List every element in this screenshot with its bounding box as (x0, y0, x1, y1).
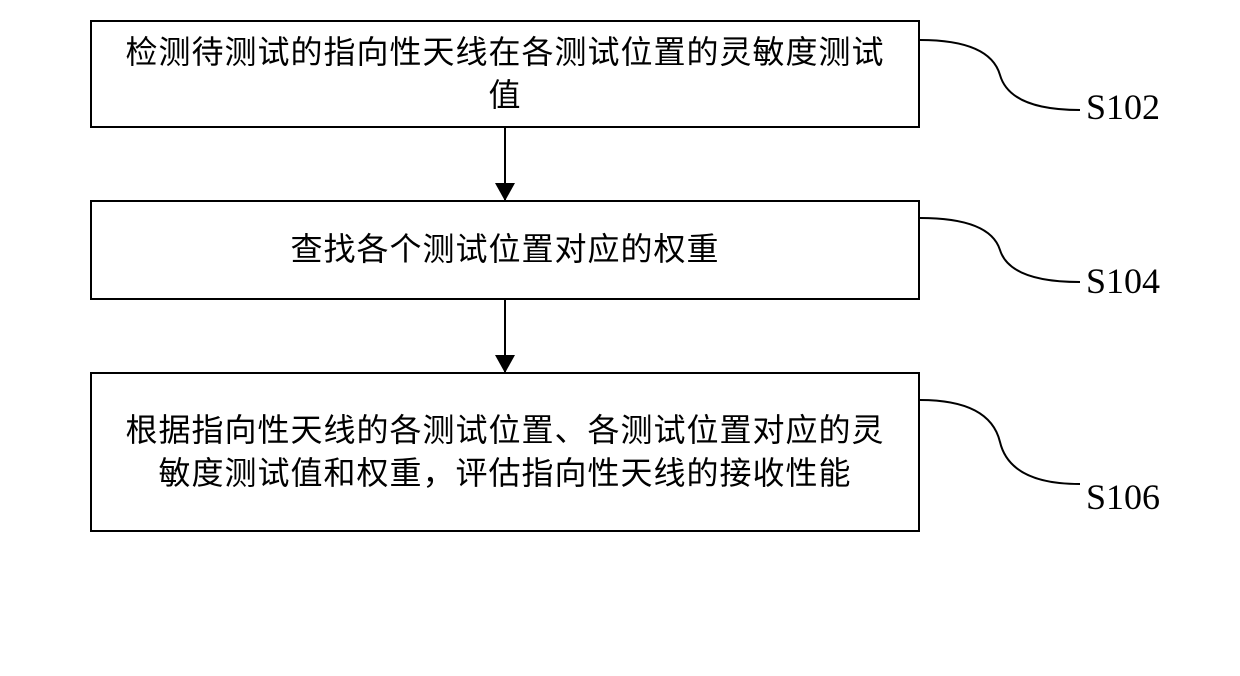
node-text-s106: 根据指向性天线的各测试位置、各测试位置对应的灵敏度测试值和权重，评估指向性天线的… (116, 409, 894, 495)
arrow-s102-s104 (90, 128, 920, 200)
node-text-s104: 查找各个测试位置对应的权重 (290, 228, 719, 271)
arrow-s104-s106 (90, 300, 920, 372)
flow-node-s106: 根据指向性天线的各测试位置、各测试位置对应的灵敏度测试值和权重，评估指向性天线的… (90, 372, 920, 532)
flow-node-s102: 检测待测试的指向性天线在各测试位置的灵敏度测试值 (90, 20, 920, 128)
node-label-s106: S106 (1086, 476, 1160, 518)
node-wrap-s102: 检测待测试的指向性天线在各测试位置的灵敏度测试值 S102 (90, 20, 1150, 128)
node-label-s102: S102 (1086, 86, 1160, 128)
node-text-s102: 检测待测试的指向性天线在各测试位置的灵敏度测试值 (116, 31, 894, 117)
arrow-head-icon (495, 355, 515, 373)
flow-node-s104: 查找各个测试位置对应的权重 (90, 200, 920, 300)
node-wrap-s106: 根据指向性天线的各测试位置、各测试位置对应的灵敏度测试值和权重，评估指向性天线的… (90, 372, 1150, 532)
node-wrap-s104: 查找各个测试位置对应的权重 S104 (90, 200, 1150, 300)
arrow-head-icon (495, 183, 515, 201)
node-label-s104: S104 (1086, 260, 1160, 302)
flowchart-container: 检测待测试的指向性天线在各测试位置的灵敏度测试值 S102 查找各个测试位置对应… (90, 20, 1150, 532)
